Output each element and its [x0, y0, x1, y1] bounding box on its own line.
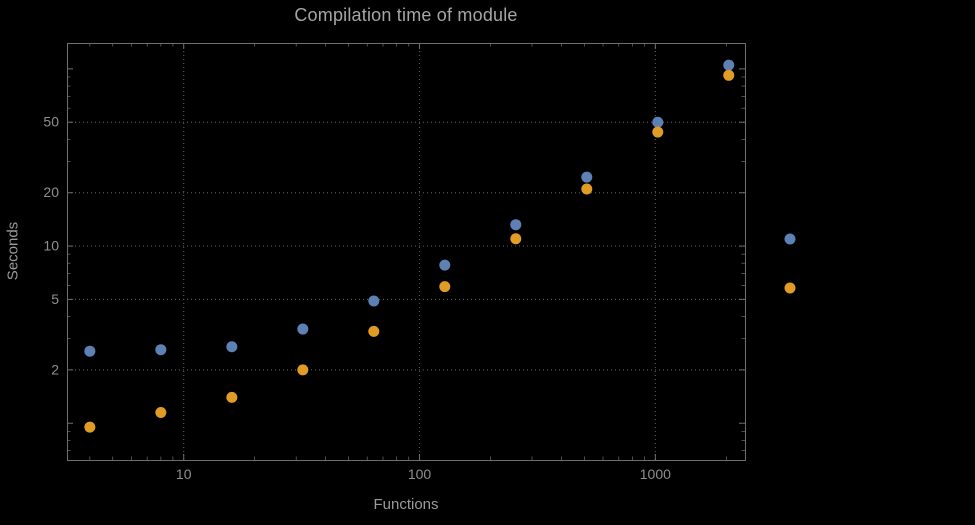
data-point-series-1-x256: [510, 219, 522, 231]
data-point-series-2-x2048: [723, 69, 735, 81]
data-point-series-1-x4: [84, 345, 96, 357]
data-point-series-1-x8: [155, 344, 167, 356]
x-axis-label: Functions: [373, 496, 439, 513]
y-tick-label-20: 20: [43, 184, 59, 200]
y-tick-label-5: 5: [51, 291, 59, 307]
data-point-series-2-x256: [510, 233, 522, 245]
data-point-series-1-x128: [439, 259, 451, 271]
data-point-series-2-x512: [581, 183, 593, 195]
chart-title: Compilation time of module: [294, 5, 518, 25]
x-tick-label-10: 10: [176, 466, 192, 482]
y-axis-label: Seconds: [4, 221, 22, 281]
data-point-series-2-x128: [439, 281, 451, 293]
data-point-series-1-x2048: [723, 59, 735, 71]
data-point-series-1-x512: [581, 171, 593, 183]
x-tick-label-1000: 1000: [640, 466, 671, 482]
data-point-series-2-x8: [155, 406, 167, 418]
data-point-series-1-x64: [368, 295, 380, 307]
data-point-series-2-x32: [297, 364, 309, 376]
legend-marker-series-1: [784, 233, 796, 245]
data-point-series-2-x1024: [652, 126, 664, 138]
legend-marker-series-2: [784, 282, 796, 294]
y-tick-label-2: 2: [51, 361, 59, 377]
data-point-series-2-x16: [226, 391, 238, 403]
data-point-series-2-x64: [368, 325, 380, 337]
data-point-series-2-x4: [84, 421, 96, 433]
plot-frame: [67, 43, 746, 461]
x-tick-label-100: 100: [408, 466, 432, 482]
data-point-series-1-x1024: [652, 116, 664, 128]
y-tick-label-10: 10: [43, 238, 59, 254]
y-tick-label-50: 50: [43, 114, 59, 130]
data-point-series-1-x32: [297, 323, 309, 335]
data-point-series-1-x16: [226, 341, 238, 353]
